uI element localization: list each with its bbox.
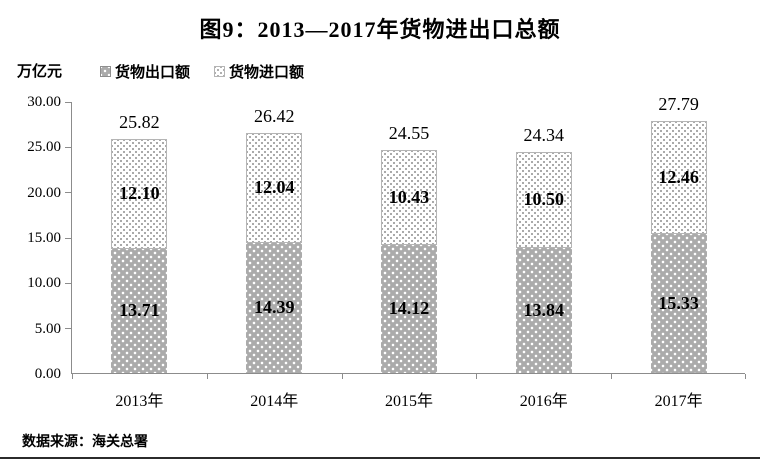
legend-item-export: 货物出口额 (100, 61, 190, 82)
total-value-label: 25.82 (119, 112, 160, 132)
export-value-label: 14.12 (388, 298, 430, 319)
y-axis-tick (65, 328, 71, 330)
plot-area: 30.00 25.00 20.00 15.00 10.00 5.00 0.00 13.71 12… (27, 94, 746, 410)
y-axis-tick-label: 5.00 (34, 320, 61, 337)
export-swatch-icon (100, 66, 111, 77)
bar-segment-export-2015年: 14.12 (381, 244, 437, 373)
export-value-label: 14.39 (253, 297, 295, 318)
bar-segment-export-2014年: 14.39 (246, 242, 303, 373)
y-axis-tick-label: 25.00 (27, 139, 61, 156)
import-value-label: 10.50 (523, 189, 565, 210)
export-value-label: 15.33 (658, 293, 699, 313)
x-axis-tick (341, 374, 343, 379)
x-axis-category-label: 2013年 (115, 393, 164, 410)
data-source-note: 数据来源：海关总署 (22, 433, 148, 449)
y-axis-tick-label: 10.00 (27, 275, 61, 292)
y-axis-tick (65, 101, 71, 103)
total-value-label: 24.55 (388, 123, 430, 144)
total-value-label: 24.34 (523, 125, 565, 146)
y-axis-tick (65, 282, 71, 284)
y-axis-tick (65, 146, 71, 148)
import-value-label: 10.43 (388, 187, 430, 208)
y-axis-tick-label: 0.00 (34, 366, 61, 382)
import-value-label: 12.10 (119, 183, 160, 204)
y-axis-unit-label: 万亿元 (17, 63, 63, 80)
bottom-divider (0, 457, 760, 459)
chart-title: 图9：2013—2017年货物进出口总额 (199, 17, 561, 42)
y-axis-tick (65, 192, 71, 194)
x-axis-tick (611, 374, 613, 379)
x-axis-category-label: 2015年 (384, 393, 433, 410)
bar-segment-export-2016年: 13.84 (515, 247, 572, 373)
total-value-label: 27.79 (658, 94, 699, 115)
import-swatch-icon (214, 66, 226, 77)
export-value-label: 13.71 (119, 300, 160, 321)
import-value-label: 12.46 (658, 167, 699, 188)
bar-segment-export-2017年: 15.33 (650, 234, 707, 373)
bar-segment-export-2013年: 13.71 (111, 248, 168, 373)
legend-label-export: 货物出口额 (115, 64, 191, 81)
legend-item-import: 货物进口额 (214, 61, 304, 82)
y-axis-tick-label: 20.00 (27, 184, 61, 201)
x-axis-tick (476, 374, 478, 379)
x-axis-tick (745, 374, 746, 379)
legend: 货物出口额 货物进口额 (100, 61, 304, 82)
bar-segment-import-2016年: 10.50 (515, 152, 572, 248)
y-axis-tick-label: 15.00 (27, 230, 61, 246)
x-axis-category-label: 2016年 (519, 393, 568, 410)
export-value-label: 13.84 (523, 299, 565, 320)
bar-segment-import-2017年: 12.46 (650, 121, 707, 235)
x-axis-tick (206, 374, 208, 379)
import-value-label: 12.04 (253, 177, 295, 198)
bar-segment-import-2013年: 12.10 (111, 139, 168, 249)
x-axis-category-label: 2017年 (654, 393, 703, 410)
y-axis-tick-label: 30.00 (27, 94, 61, 110)
legend-label-import: 货物进口额 (229, 64, 305, 81)
y-axis-tick (65, 237, 71, 239)
x-axis-tick (72, 374, 73, 379)
x-axis-category-label: 2014年 (250, 393, 299, 410)
total-value-label: 26.42 (253, 106, 295, 127)
bar-segment-import-2014年: 12.04 (246, 133, 303, 243)
bar-segment-import-2015年: 10.43 (381, 150, 437, 245)
